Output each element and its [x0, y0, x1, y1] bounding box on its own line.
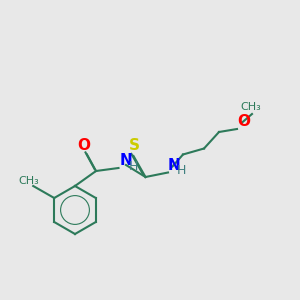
Text: CH₃: CH₃	[18, 176, 39, 187]
Text: O: O	[237, 114, 250, 129]
Text: O: O	[77, 138, 91, 153]
Text: H: H	[177, 164, 186, 177]
Text: N: N	[168, 158, 181, 172]
Text: S: S	[129, 138, 140, 153]
Text: H: H	[129, 160, 138, 172]
Text: CH₃: CH₃	[240, 101, 261, 112]
Text: N: N	[120, 153, 133, 168]
